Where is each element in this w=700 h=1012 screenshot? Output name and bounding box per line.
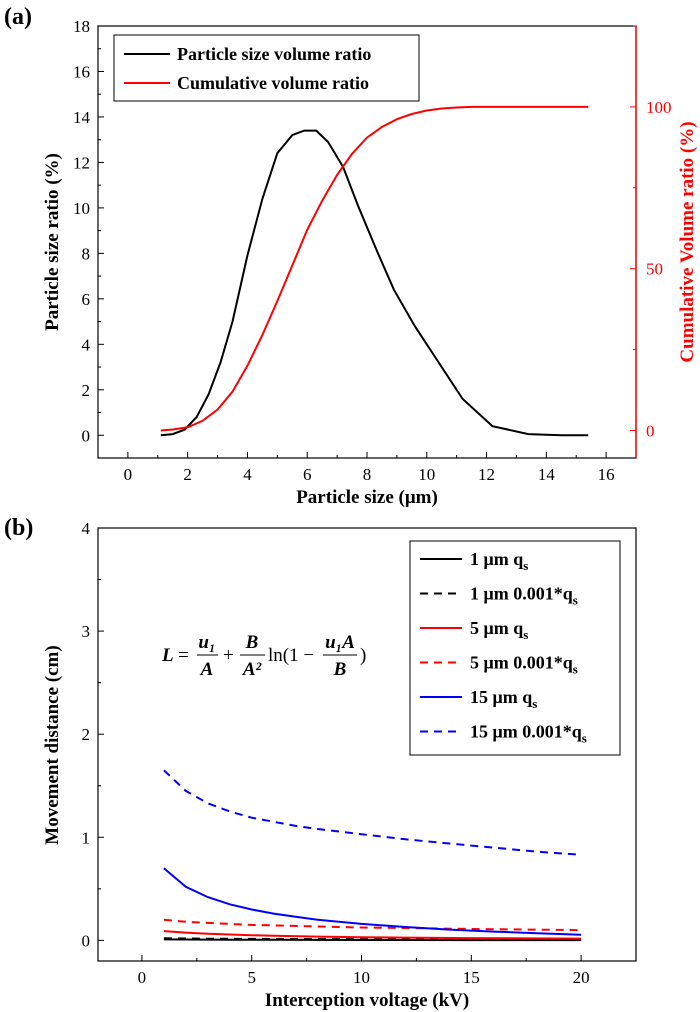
- panel-a-y2-axis-label: Cumulative Volume ratio (%): [677, 121, 698, 362]
- legend-label-particle-size: Particle size volume ratio: [177, 44, 371, 64]
- panel-a-axes: 0 2 4 6 8 10 12 14 16 0 2 4 6 8 10 12 14 16 18 0 50 100: [73, 17, 672, 484]
- panel-a-x-tick-label: 14: [538, 465, 556, 484]
- panel-b-y-axis-label: Movement distance (cm): [42, 645, 63, 844]
- equation: L = u₁ A + B A² ln(1 − u₁A B ): [161, 632, 366, 680]
- panel-b-label: (b): [4, 515, 33, 541]
- panel-a-y-tick-label: 8: [82, 244, 91, 263]
- series-line-cumulative: [160, 105, 589, 432]
- panel-b-x-tick-label: 10: [353, 968, 370, 987]
- panel-a-x-tick-label: 16: [598, 465, 615, 484]
- panel-a-x-tick-label: 6: [303, 465, 312, 484]
- panel-a-x-tick-label: 8: [363, 465, 372, 484]
- panel-b-lines: [163, 769, 582, 942]
- panel-a-legend: Particle size volume ratio Cumulative vo…: [113, 34, 420, 102]
- panel-a-y-tick-label: 16: [73, 62, 90, 81]
- panel-b-legend-frame: [409, 540, 621, 756]
- panel-a-x-tick-label: 0: [124, 465, 133, 484]
- panel-a-y-tick-label: 4: [82, 335, 91, 354]
- panel-a: (a) 0 2 4 6 8 10 12 14 16 0 2 4 6 8 10 12 14 16 18 0 50 100 P…: [4, 4, 698, 508]
- panel-b-x-tick-label: 15: [463, 968, 480, 987]
- panel-b-axes: 0 5 10 15 20 0 1 2 3 4: [82, 519, 590, 987]
- equation-term1-numerator: u₁: [198, 632, 215, 653]
- panel-b-x-tick-label: 20: [573, 968, 590, 987]
- panel-b: (b) 0 5 10 15 20 0 1 2 3 4 Interception voltage (…: [4, 515, 637, 1011]
- panel-a-y2-tick-label: 0: [646, 421, 655, 440]
- panel-a-y-tick-label: 2: [82, 381, 91, 400]
- panel-a-y-tick-label: 12: [73, 153, 90, 172]
- series-line-particle-size: [160, 129, 589, 437]
- panel-b-y-tick-label: 2: [82, 725, 91, 744]
- panel-b-plot-frame: [97, 527, 637, 962]
- equation-term2-denominator: A²: [242, 659, 263, 680]
- equation-term3-numerator: u₁A: [325, 632, 355, 653]
- panel-a-y2-tick-label: 50: [646, 260, 663, 279]
- equation-term3-denominator: B: [333, 659, 347, 680]
- panel-a-x-tick-label: 2: [183, 465, 192, 484]
- panel-a-y-tick-label: 18: [73, 17, 90, 36]
- series-line-5: [163, 769, 582, 856]
- equation-term2-numerator: B: [245, 632, 259, 653]
- panel-a-y-tick-label: 0: [82, 426, 91, 445]
- panel-a-y-tick-label: 6: [82, 290, 91, 309]
- panel-a-y-tick-label: 10: [73, 199, 90, 218]
- panel-b-y-tick-label: 0: [82, 931, 91, 950]
- panel-a-y-tick-label: 14: [73, 108, 91, 127]
- equation-ln-open: ln(1 −: [268, 645, 314, 666]
- panel-a-y2-tick-label: 100: [646, 98, 672, 117]
- equation-close: ): [360, 645, 366, 666]
- series-line-4: [163, 867, 582, 936]
- panel-a-x-tick-label: 4: [243, 465, 252, 484]
- series-line-0: [163, 938, 582, 942]
- panel-a-x-tick-label: 12: [478, 465, 495, 484]
- panel-b-legend: 1 μm qs1 μm 0.001*qs5 μm qs5 μm 0.001*qs…: [409, 540, 621, 756]
- equation-plus: +: [223, 645, 234, 666]
- equation-equals: =: [178, 645, 189, 666]
- panel-a-x-tick-label: 10: [418, 465, 435, 484]
- panel-b-y-tick-label: 3: [82, 622, 91, 641]
- panel-a-lines: [160, 105, 589, 437]
- panel-b-y-tick-label: 4: [82, 519, 91, 538]
- panel-b-x-axis-label: Interception voltage (kV): [265, 990, 469, 1011]
- panel-a-x-axis-label: Particle size (μm): [296, 487, 438, 508]
- panel-b-x-tick-label: 5: [247, 968, 256, 987]
- panel-a-legend-frame: [113, 34, 420, 102]
- panel-b-x-tick-label: 0: [138, 968, 147, 987]
- equation-lhs: L: [161, 645, 174, 666]
- panel-a-y-axis-label: Particle size ratio (%): [42, 153, 63, 331]
- series-line-2: [163, 930, 582, 940]
- panel-b-y-tick-label: 1: [82, 828, 91, 847]
- panel-a-label: (a): [4, 4, 32, 30]
- legend-label-cumulative: Cumulative volume ratio: [177, 73, 369, 93]
- equation-term1-denominator: A: [200, 659, 214, 680]
